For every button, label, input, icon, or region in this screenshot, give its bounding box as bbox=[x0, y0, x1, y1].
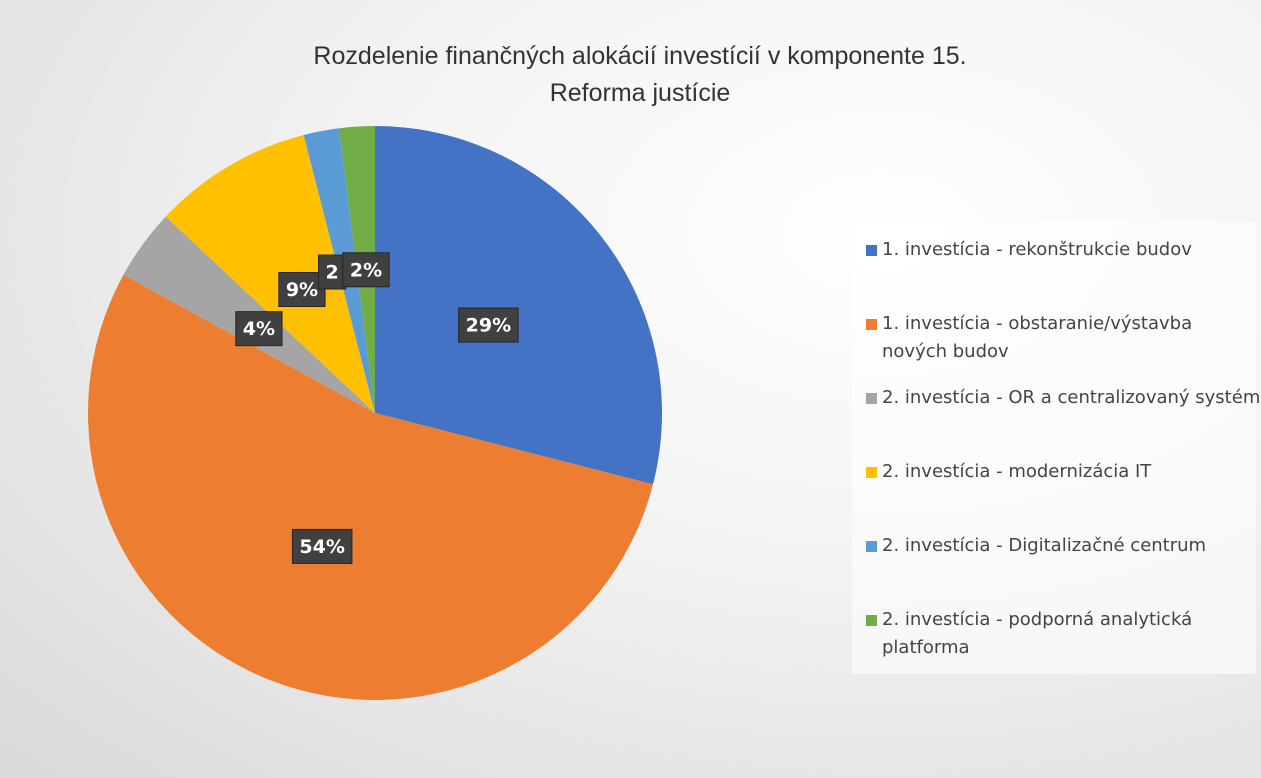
value-label: 4% bbox=[243, 318, 275, 340]
legend-label: 2. investícia - Digitalizačné centrum bbox=[882, 535, 1207, 556]
pie-slice bbox=[87, 274, 653, 701]
value-label-box bbox=[235, 311, 283, 347]
value-label: 54% bbox=[299, 536, 344, 558]
chart-title: Reforma justície bbox=[550, 79, 731, 107]
legend-swatch bbox=[866, 245, 877, 256]
legend-swatch bbox=[866, 393, 877, 404]
legend-item: 2. investícia - podporná analytická plat… bbox=[866, 606, 1261, 662]
legend-swatch bbox=[866, 467, 877, 478]
legend-item: 1. investícia - obstaranie/výstavba nový… bbox=[866, 310, 1261, 366]
legend-label: 2. investícia - modernizácia IT bbox=[882, 461, 1152, 482]
value-label-box bbox=[342, 252, 390, 288]
legend-item: 1. investícia - rekonštrukcie budov bbox=[866, 236, 1261, 264]
legend-swatch bbox=[866, 319, 877, 330]
value-label: 29% bbox=[466, 315, 511, 337]
legend-label: 1. investícia - rekonštrukcie budov bbox=[882, 239, 1192, 260]
value-label: 9% bbox=[286, 279, 318, 301]
legend-swatch bbox=[866, 541, 877, 552]
value-label-box bbox=[291, 528, 353, 564]
value-label: 2 bbox=[325, 262, 338, 284]
value-label: 2% bbox=[350, 259, 382, 281]
legend: 1. investícia - rekonštrukcie budov 1. in… bbox=[852, 222, 1260, 674]
legend-item: 2. investícia - Digitalizačné centrum bbox=[866, 532, 1261, 560]
legend-swatch bbox=[866, 615, 877, 626]
legend-label: 2. investícia - podporná analytická plat… bbox=[882, 609, 1193, 658]
legend-item: 2. investícia - OR a centralizovaný syst… bbox=[866, 384, 1261, 412]
legend-label: 1. investícia - obstaranie/výstavba nový… bbox=[882, 313, 1193, 362]
value-label-box bbox=[317, 254, 347, 290]
chart-title: Rozdelenie finančných alokácií investíci… bbox=[313, 42, 966, 70]
legend-label: 2. investícia - OR a centralizovaný syst… bbox=[882, 387, 1261, 408]
value-label-box bbox=[278, 271, 326, 307]
pie-slice bbox=[165, 135, 375, 413]
pie-slice bbox=[375, 126, 662, 485]
value-label-box bbox=[458, 307, 519, 343]
legend-item: 2. investícia - modernizácia IT bbox=[866, 458, 1261, 486]
